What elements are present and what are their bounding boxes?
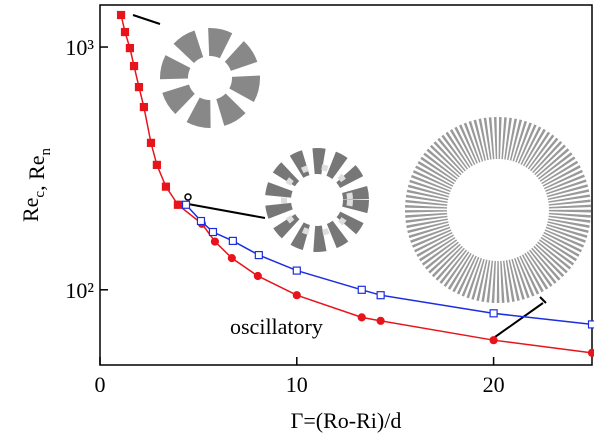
y-axis-label: Rec, Ren — [18, 147, 54, 222]
y-tick-label: 10³ — [65, 35, 94, 60]
marker — [208, 227, 218, 237]
marker — [227, 254, 236, 263]
marker — [134, 82, 144, 92]
marker — [292, 291, 301, 300]
series-line — [120, 14, 179, 206]
marker — [357, 313, 366, 322]
marker — [376, 316, 385, 325]
marker — [129, 61, 139, 71]
marker — [120, 27, 130, 37]
annotation-lines — [132, 14, 547, 338]
x-tick-label: 0 — [95, 372, 106, 397]
pattern-images — [160, 28, 591, 303]
marker — [292, 266, 301, 275]
y-label-sub: c — [32, 191, 48, 198]
marker — [139, 102, 148, 112]
series-line — [185, 204, 593, 326]
marker — [357, 285, 366, 294]
marker — [587, 348, 594, 357]
marker — [146, 138, 156, 147]
series-line — [177, 204, 593, 354]
marker — [196, 216, 206, 226]
marker — [587, 320, 594, 329]
y-tick-label: 10² — [65, 278, 94, 303]
marker — [152, 160, 161, 169]
y-label-sub: n — [38, 147, 54, 155]
marker — [173, 200, 183, 209]
marker — [253, 271, 262, 281]
y-label-text: , Re — [24, 155, 49, 190]
marker — [181, 200, 191, 209]
marker — [254, 250, 263, 260]
marker — [228, 236, 237, 246]
marker — [210, 237, 220, 246]
marker — [116, 10, 126, 20]
marker — [489, 336, 498, 345]
marker — [125, 44, 135, 53]
annotation: oscillatory — [230, 314, 323, 339]
marker — [161, 182, 171, 191]
x-tick-label: 10 — [286, 372, 308, 397]
x-tick-label: 20 — [483, 372, 505, 397]
plot-frame — [99, 4, 593, 366]
y-label-text: Re — [18, 198, 43, 222]
marker — [489, 309, 498, 318]
x-axis-label: Γ=(Ro-Ri)/d — [291, 408, 402, 433]
marker — [376, 291, 385, 300]
